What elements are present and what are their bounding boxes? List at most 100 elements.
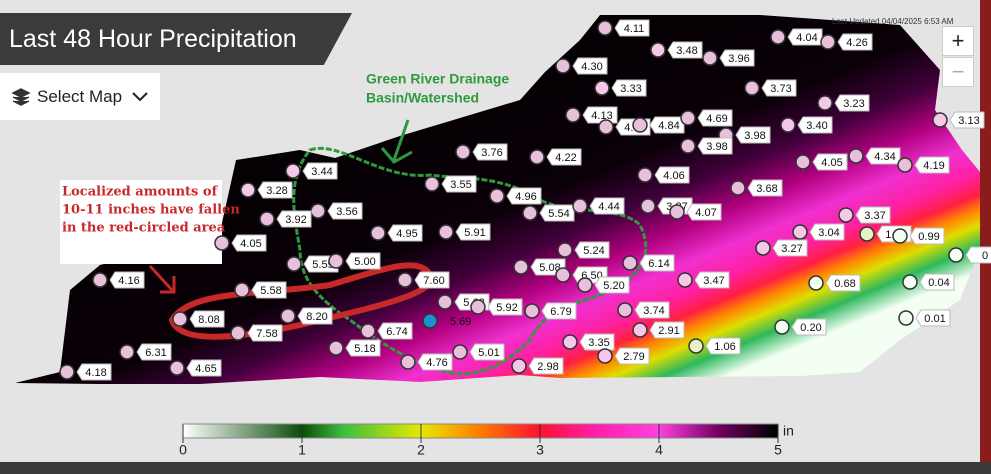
station: 4.96 (489, 187, 542, 205)
station-label: 4.65 (195, 363, 216, 375)
label-box (614, 347, 650, 365)
station-label: 3.47 (703, 275, 724, 287)
station-label: 3.23 (843, 98, 864, 110)
station: 3.35 (562, 333, 615, 351)
station: 0.01 (898, 309, 951, 327)
station: 4.44 (572, 197, 625, 215)
station-label: 3.76 (481, 147, 502, 159)
station-dot (795, 154, 811, 170)
station: 4.76 (400, 353, 453, 371)
label-box (649, 321, 685, 339)
label-box (735, 126, 771, 144)
station-dot (820, 34, 836, 50)
station-dot (562, 334, 578, 350)
station-label: 4.19 (923, 160, 944, 172)
label-box (546, 148, 582, 166)
station: 3.68 (730, 179, 783, 197)
station-label: 5.00 (354, 256, 375, 268)
label-box (487, 298, 523, 316)
legend-tick-label: 1 (298, 442, 306, 458)
label-box (855, 206, 891, 224)
station-label: 4.44 (598, 201, 619, 213)
station-dot (594, 80, 610, 96)
bottom-strip (0, 462, 991, 474)
station-dot (774, 319, 790, 335)
station: 4.18 (59, 363, 112, 381)
station-label: 3.55 (450, 179, 471, 191)
label-box (667, 41, 703, 59)
chevron (132, 92, 148, 102)
label-box (614, 19, 650, 37)
station-dot (214, 235, 230, 251)
station-dot (730, 180, 746, 196)
label-box (825, 274, 861, 292)
layers-icon (11, 88, 31, 106)
zoom-out[interactable]: − (942, 57, 974, 87)
station-dot (557, 242, 573, 258)
station-dot (286, 256, 302, 272)
select-label[interactable]: Select Map (37, 87, 123, 106)
station: 4.05 (795, 153, 848, 171)
station-dot (524, 303, 540, 319)
station: 3.76 (455, 143, 508, 161)
zoom-in[interactable]: + (942, 26, 974, 56)
label-box (528, 357, 564, 375)
station-dot (92, 272, 108, 288)
station-label: 4.16 (118, 275, 139, 287)
station-label: 5.91 (464, 227, 485, 239)
station: 4.05 (214, 234, 267, 252)
label-box (231, 234, 267, 252)
station-dot (770, 29, 786, 45)
localized-annotation: Localized amounts of (62, 185, 219, 200)
station-label: 5.92 (496, 302, 517, 314)
label-box (345, 339, 381, 357)
station-dot (897, 157, 913, 173)
label-box (772, 239, 808, 257)
station-dot (898, 310, 914, 326)
station: 0.68 (808, 274, 861, 292)
station-dot (172, 311, 188, 327)
station-dot (169, 360, 185, 376)
station: 3.92 (259, 210, 312, 228)
label-box (414, 271, 450, 289)
station-label: 3.28 (266, 185, 287, 197)
select-map[interactable]: Select Map (0, 73, 160, 120)
station-dot (59, 364, 75, 380)
station-label: 7.58 (256, 328, 277, 340)
station-label: 3.74 (643, 305, 664, 317)
station: 4.69 (680, 109, 733, 127)
station-dot (617, 302, 633, 318)
label-box (186, 359, 222, 377)
station-dot (555, 267, 571, 283)
label-box (472, 143, 508, 161)
label-box (572, 57, 608, 75)
station-dot (452, 344, 468, 360)
label-box (909, 227, 945, 245)
label-box (441, 175, 477, 193)
label-box (797, 116, 833, 134)
station-label: 6.14 (648, 258, 669, 270)
label-box (109, 271, 145, 289)
label-box (949, 111, 985, 129)
localized-annotation: 10-11 inches have fallen (62, 203, 240, 218)
station: 4.84 (632, 116, 685, 134)
station: 0.99 (892, 227, 945, 245)
station-dot (230, 325, 246, 341)
label-box (812, 153, 848, 171)
station-label: 8.08 (198, 314, 219, 326)
station-label: 3.35 (588, 337, 609, 349)
label-box (302, 162, 338, 180)
station: 4.11 (597, 19, 650, 37)
legend-tick-label: 0 (179, 442, 187, 458)
station: 6.74 (360, 322, 413, 340)
station: 3.73 (744, 79, 797, 97)
station: 0.04 (902, 273, 955, 291)
station-dot (328, 340, 344, 356)
label-box (865, 147, 901, 165)
station-dot (838, 207, 854, 223)
label-box (251, 281, 287, 299)
station: 3.96 (702, 49, 755, 67)
station-label: 3.37 (864, 210, 885, 222)
legend-tick-label: 4 (655, 442, 663, 458)
